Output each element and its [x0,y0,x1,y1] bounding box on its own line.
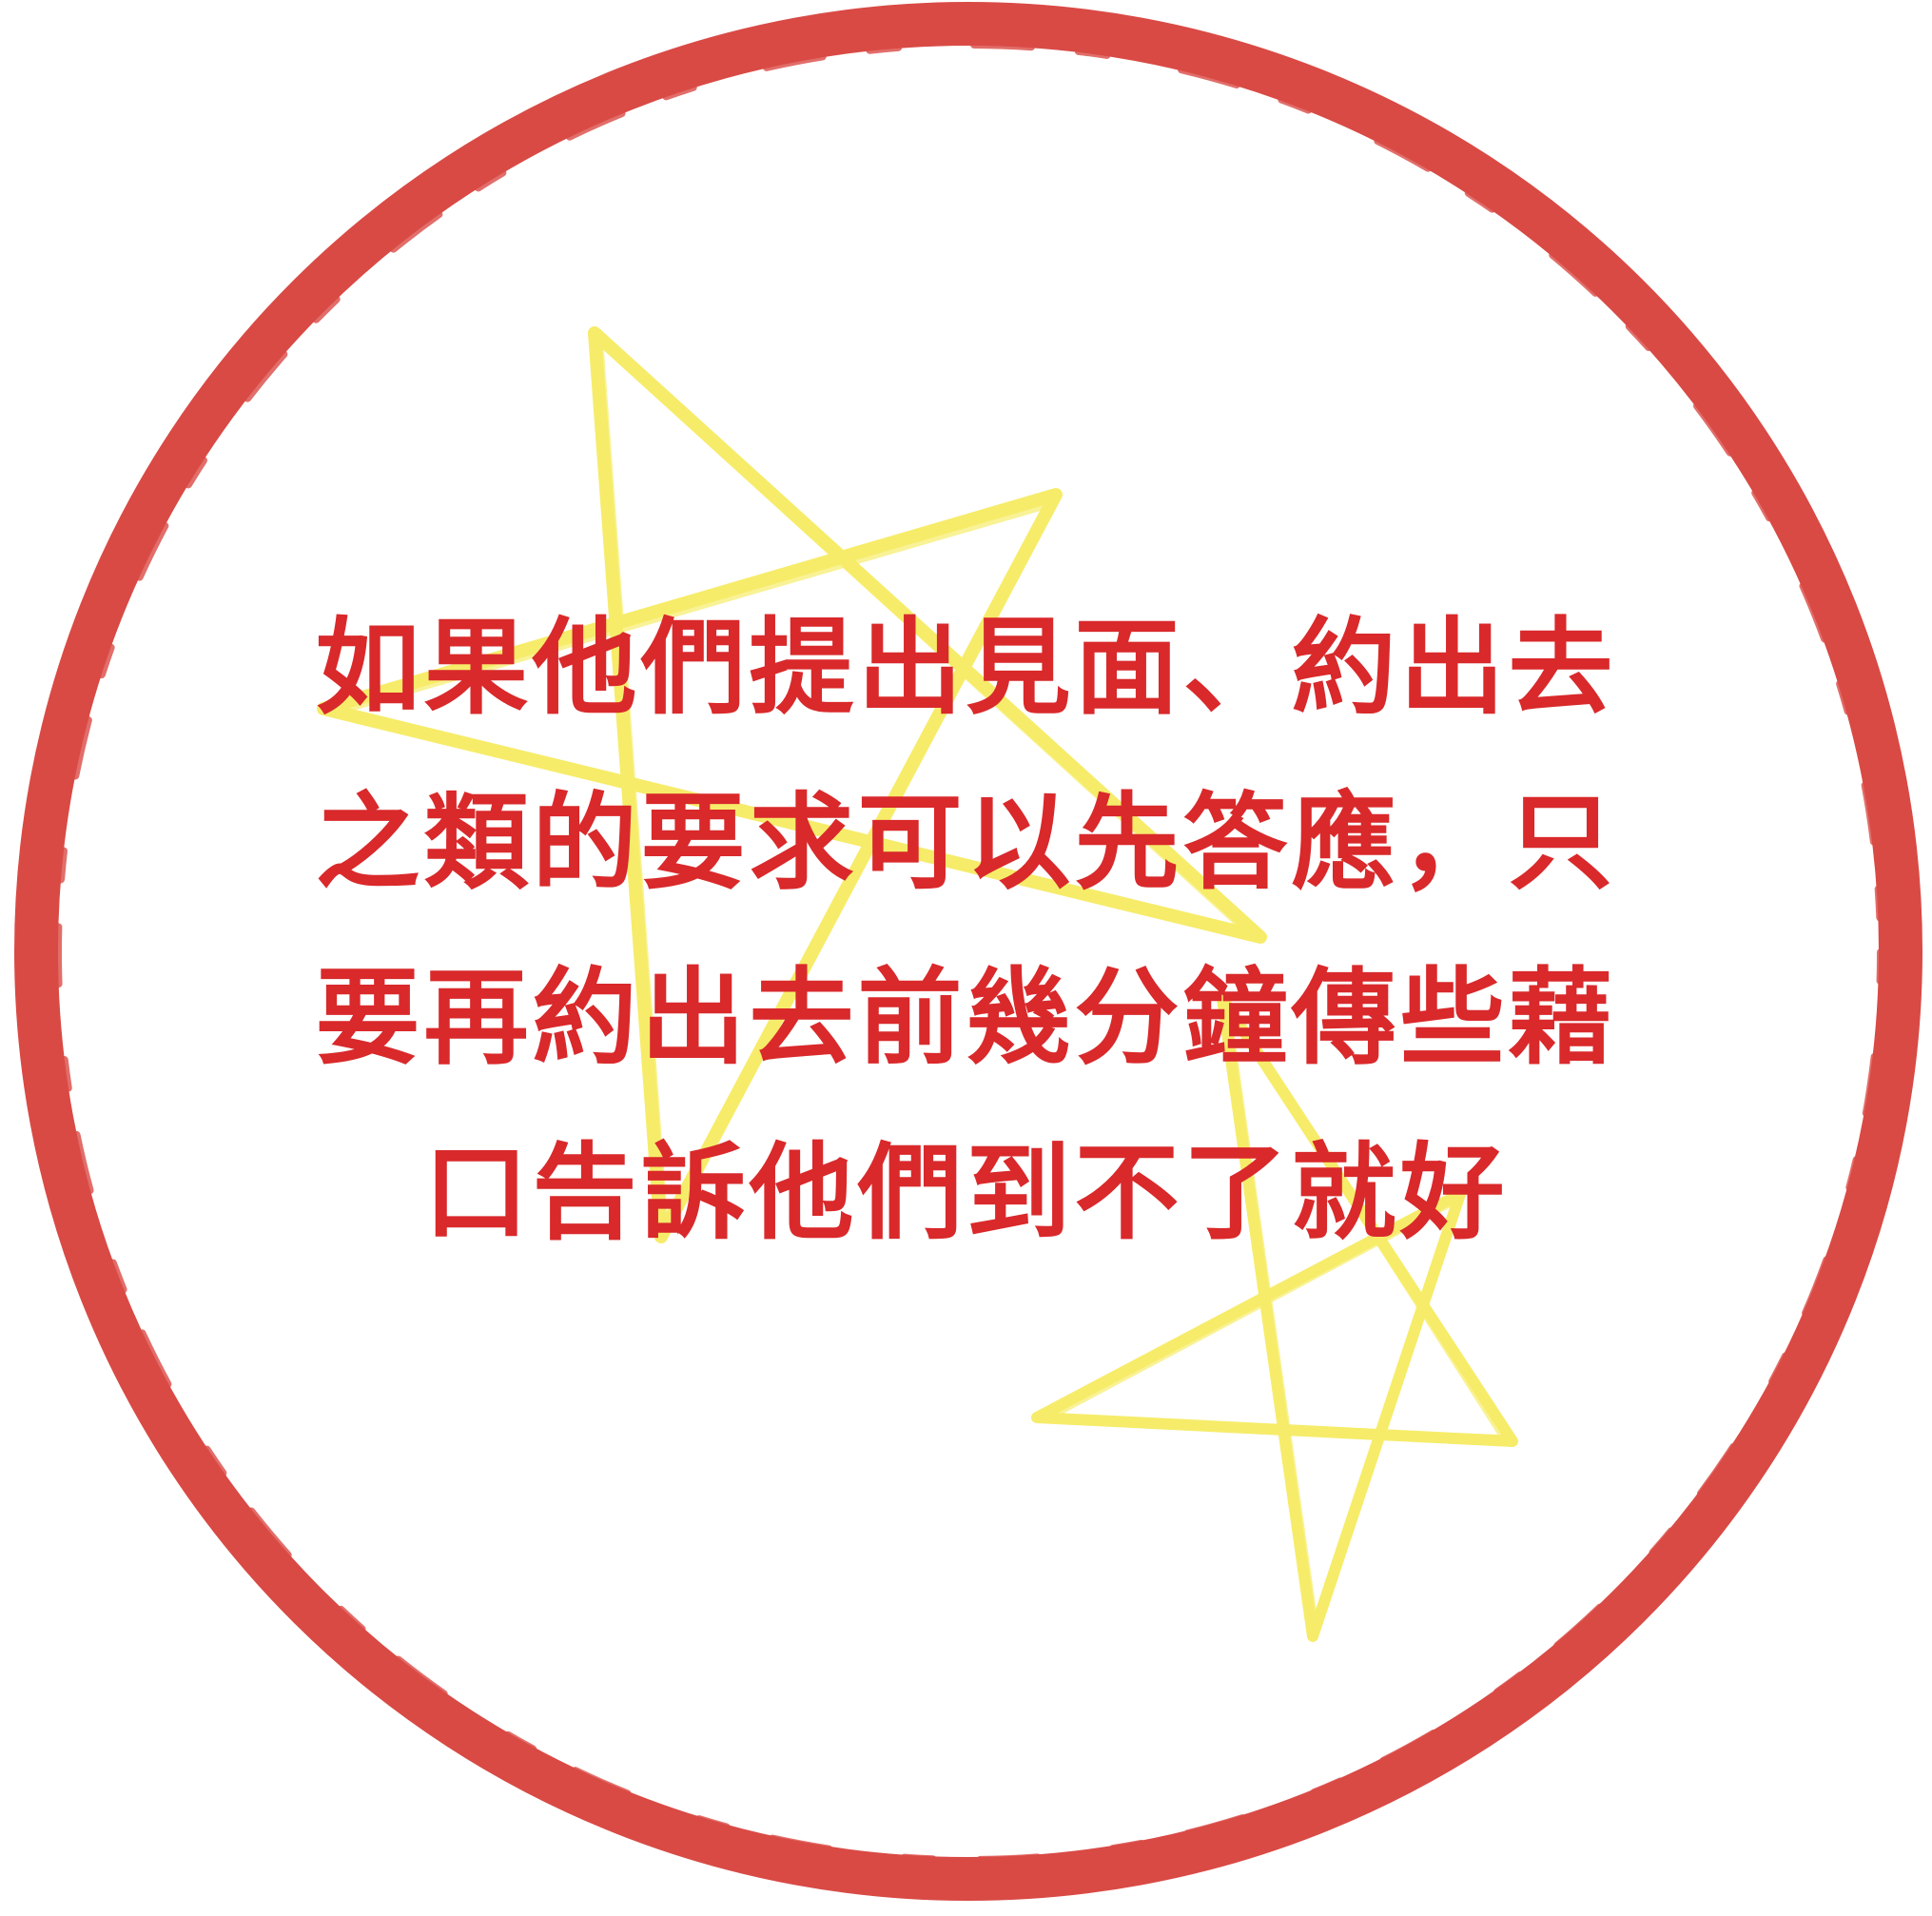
message-text: 如果他們提出見面、約出去 之類的要求可以先答應，只 要再約出去前幾分鐘傳些藉 口… [190,580,1742,1281]
large-star-icon [317,326,1267,1243]
message-line: 要再約出去前幾分鐘傳些藉 [315,957,1617,1079]
small-star-icon [1031,993,1518,1642]
red-ring-icon [14,2,1922,1901]
message-line: 如果他們提出見面、約出去 [315,607,1617,729]
message-line: 口告訴他們到不了就好 [423,1132,1509,1254]
message-line: 之類的要求可以先答應，只 [315,782,1617,904]
